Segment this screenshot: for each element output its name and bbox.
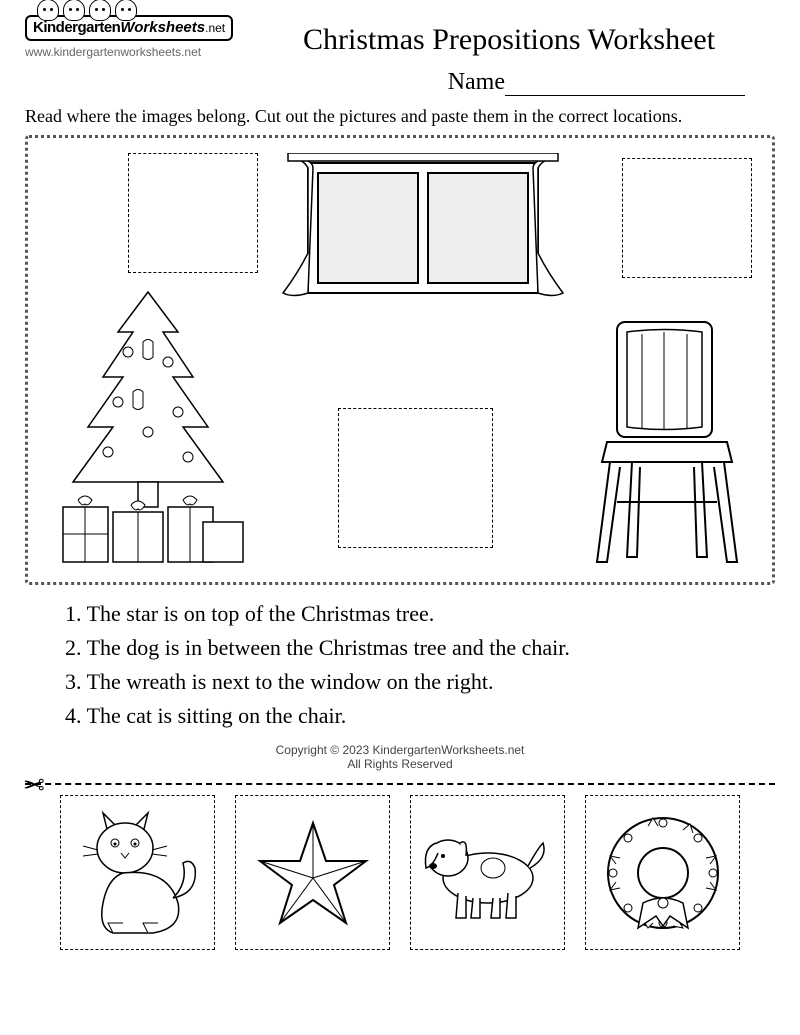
scissors-icon: ✂	[23, 771, 45, 801]
cutout-wreath[interactable]	[585, 795, 740, 950]
rights-line: All Rights Reserved	[25, 757, 775, 771]
cutout-star[interactable]	[235, 795, 390, 950]
placeholder-window-right[interactable]	[622, 158, 752, 278]
chair-icon	[592, 312, 747, 572]
copyright-line: Copyright © 2023 KindergartenWorksheets.…	[25, 743, 775, 757]
site-url: www.kindergartenworksheets.net	[25, 45, 233, 59]
title-area: Christmas Prepositions Worksheet Name	[243, 15, 775, 96]
cat-icon	[73, 808, 203, 938]
christmas-tree-icon	[48, 282, 248, 572]
header: KindergartenWorksheets.net www.kindergar…	[25, 15, 775, 96]
wreath-icon	[598, 808, 728, 938]
cutouts-row	[25, 795, 775, 950]
copyright: Copyright © 2023 KindergartenWorksheets.…	[25, 743, 775, 771]
instructions: Read where the images belong. Cut out th…	[25, 106, 775, 127]
logo-text-3: .net	[205, 21, 225, 35]
sentences-list: 1. The star is on top of the Christmas t…	[25, 597, 775, 733]
scene-frame	[25, 135, 775, 585]
cutout-dog[interactable]	[410, 795, 565, 950]
sentence-1: 1. The star is on top of the Christmas t…	[65, 597, 775, 631]
worksheet-title: Christmas Prepositions Worksheet	[243, 23, 775, 57]
name-label: Name	[448, 69, 505, 95]
cut-line: ✂	[25, 783, 775, 785]
window-icon	[278, 153, 568, 308]
sentence-2: 2. The dog is in between the Christmas t…	[65, 631, 775, 665]
name-field[interactable]: Name	[243, 69, 775, 96]
dog-icon	[418, 818, 558, 928]
cutout-cat[interactable]	[60, 795, 215, 950]
logo-text-1: Kindergarten	[33, 19, 120, 36]
star-icon	[253, 813, 373, 933]
name-blank[interactable]	[505, 95, 745, 96]
logo: KindergartenWorksheets.net	[25, 15, 233, 41]
placeholder-tree-top[interactable]	[128, 153, 258, 273]
logo-area: KindergartenWorksheets.net www.kindergar…	[25, 15, 233, 59]
sentence-4: 4. The cat is sitting on the chair.	[65, 699, 775, 733]
placeholder-between[interactable]	[338, 408, 493, 548]
logo-text-2: Worksheets	[120, 19, 205, 36]
sentence-3: 3. The wreath is next to the window on t…	[65, 665, 775, 699]
